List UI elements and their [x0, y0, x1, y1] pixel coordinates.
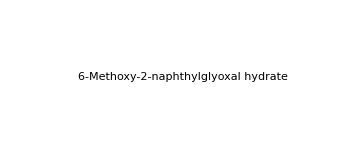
Text: 6-Methoxy-2-naphthylglyoxal hydrate: 6-Methoxy-2-naphthylglyoxal hydrate: [78, 72, 288, 82]
